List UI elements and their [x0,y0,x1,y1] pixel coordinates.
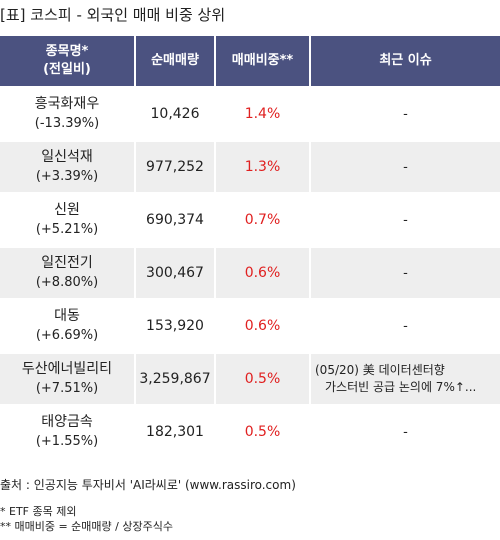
table-row: 일진전기 (+8.80%) 300,467 0.6% - [0,245,500,300]
stock-change: (+8.80%) [35,275,99,290]
header-name: 종목명* (전일비) [0,36,135,88]
stock-name-cell: 태양금속 (+1.55%) [0,404,135,457]
recent-issue-cell: - [309,298,500,353]
net-volume-cell: 153,920 [134,298,215,353]
stock-name-cell: 신원 (+5.21%) [0,192,135,247]
source-text: 출처 : 인공지능 투자비서 'AI라씨로' (www.rassiro.com) [0,478,296,492]
table-row: 두산에너빌리티 (+7.51%) 3,259,867 0.5% (05/20) … [0,351,500,406]
page-title: [표] 코스피 - 외국인 매매 비중 상위 [0,6,226,24]
stock-name: 신원 [54,202,80,218]
trade-ratio-cell: 0.6% [214,298,310,353]
trade-ratio-cell: 0.5% [214,404,310,457]
header-trade-ratio: 매매비중** [214,36,310,88]
net-volume-cell: 10,426 [134,86,215,141]
net-volume-cell: 300,467 [134,245,215,300]
recent-issue-cell: - [309,139,500,194]
trade-ratio-cell: 0.7% [214,192,310,247]
trade-ratio-cell: 0.6% [214,245,310,300]
stock-name-cell: 두산에너빌리티 (+7.51%) [0,351,135,406]
stock-change: (+1.55%) [35,434,99,449]
footnote-ratio: ** 매매비중 = 순매매량 / 상장주식수 [0,520,173,533]
stock-change: (-13.39%) [34,116,100,131]
net-volume-cell: 690,374 [134,192,215,247]
table-header-row: 종목명* (전일비) 순매매량 매매비중** 최근 이슈 [0,36,500,88]
table-row: 대동 (+6.69%) 153,920 0.6% - [0,298,500,353]
header-recent-issue: 최근 이슈 [309,36,500,88]
table-row: 태양금속 (+1.55%) 182,301 0.5% - [0,404,500,457]
stock-change: (+6.69%) [35,328,99,343]
stock-name: 두산에너빌리티 [21,361,113,377]
recent-issue-cell: - [309,404,500,457]
trade-ratio-cell: 1.3% [214,139,310,194]
recent-issue-cell: - [309,192,500,247]
header-name-line2: (전일비) [43,62,91,77]
stock-name-cell: 일신석재 (+3.39%) [0,139,135,194]
trade-ratio-cell: 1.4% [214,86,310,141]
issue-text-line2: 가스터빈 공급 논의에 7%↑... [325,380,477,394]
header-name-line1: 종목명* [45,44,89,59]
stock-change: (+5.21%) [35,222,99,237]
recent-issue-cell: - [309,245,500,300]
stock-name: 일신석재 [41,149,93,165]
table-row: 일신석재 (+3.39%) 977,252 1.3% - [0,139,500,194]
foreign-trading-table: 종목명* (전일비) 순매매량 매매비중** 최근 이슈 흥국화재우 (-13.… [0,36,500,457]
stock-name-cell: 흥국화재우 (-13.39%) [0,86,135,141]
stock-name: 태양금속 [41,414,93,430]
stock-name: 흥국화재우 [34,96,100,112]
recent-issue-cell: - [309,86,500,141]
table-row: 신원 (+5.21%) 690,374 0.7% - [0,192,500,247]
table-row: 흥국화재우 (-13.39%) 10,426 1.4% - [0,86,500,141]
stock-change: (+7.51%) [35,381,99,396]
stock-name-cell: 대동 (+6.69%) [0,298,135,353]
footnote-etf: * ETF 종목 제외 [0,505,77,518]
stock-name-cell: 일진전기 (+8.80%) [0,245,135,300]
stock-name: 대동 [54,308,80,324]
recent-issue-cell: (05/20) 美 데이터센터향 가스터빈 공급 논의에 7%↑... [309,351,500,406]
header-net-volume: 순매매량 [134,36,215,88]
issue-text-line1: (05/20) 美 데이터센터향 [315,363,445,377]
stock-name: 일진전기 [41,255,93,271]
net-volume-cell: 977,252 [134,139,215,194]
stock-change: (+3.39%) [35,169,99,184]
net-volume-cell: 3,259,867 [134,351,215,406]
trade-ratio-cell: 0.5% [214,351,310,406]
net-volume-cell: 182,301 [134,404,215,457]
